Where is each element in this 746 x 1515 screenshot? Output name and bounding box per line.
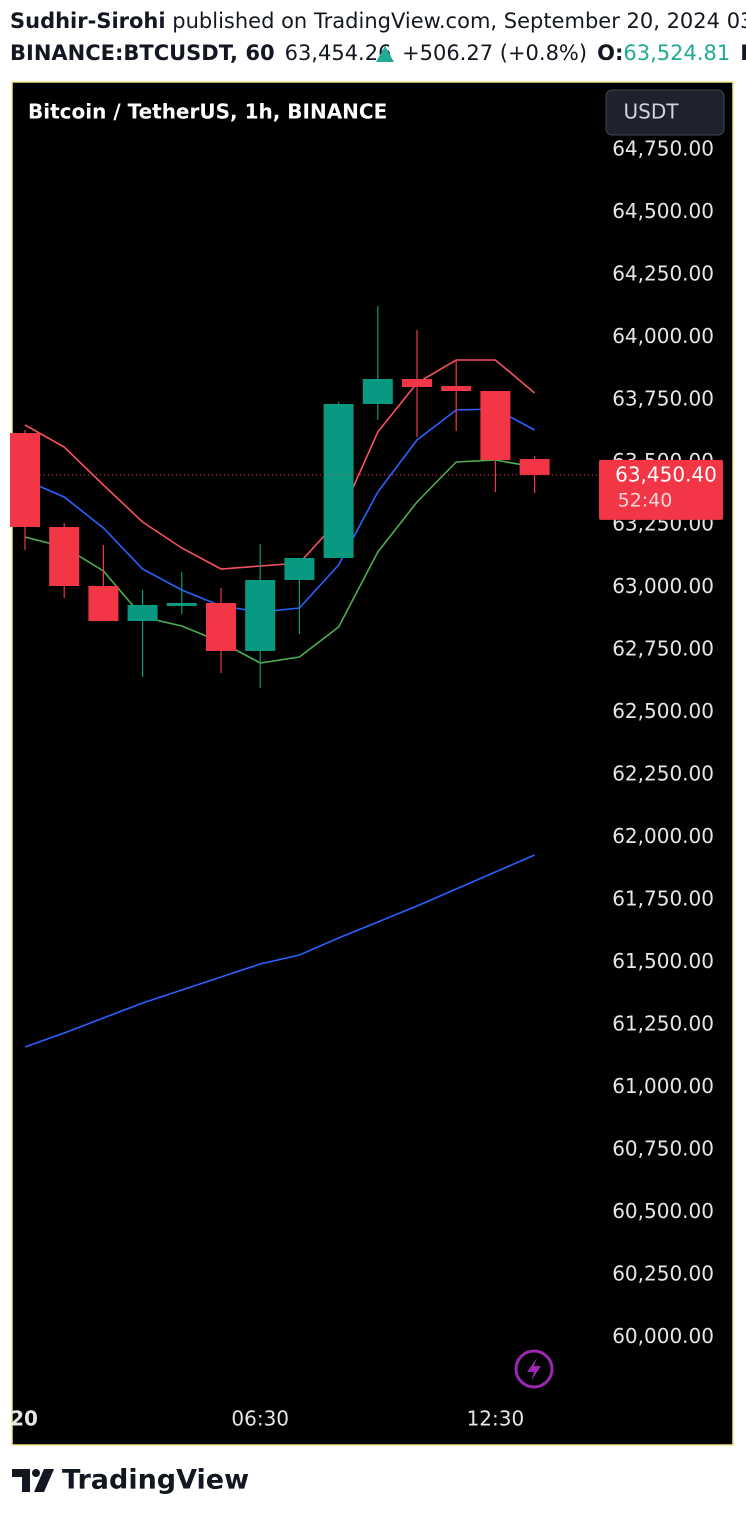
y-tick-label: 64,250.00 [612,262,714,286]
header-line-1: Sudhir-Sirohi published on TradingView.c… [10,9,746,33]
y-tick-label: 63,000.00 [612,574,714,598]
x-tick-label: 06:30 [231,1407,289,1431]
lightning-glyph [527,1358,541,1381]
candle-body [10,433,40,527]
y-tick-label: 61,750.00 [612,887,714,911]
y-tick-label: 64,750.00 [612,137,714,161]
high-key: H [740,41,746,65]
candle-body [245,580,276,651]
logo-mark-2 [32,1469,40,1477]
candle-body [206,603,236,651]
lightning-icon[interactable] [514,1349,554,1389]
candle-body [402,379,432,387]
y-tick-label: 62,000.00 [612,824,714,848]
logo-mark-1 [12,1469,30,1492]
y-tick-label: 62,750.00 [612,637,714,661]
chart-panel [11,81,734,1446]
currency[interactable]: USDT [624,100,680,124]
candle-body [519,459,550,475]
y-tick-label: 60,500.00 [612,1199,714,1223]
price-tag [599,459,723,520]
symbol: BINANCE:BTCUSDT, 60 [10,41,275,65]
y-tick-label: 63,750.00 [612,387,714,411]
change: +506.27 (+0.8%) [402,41,587,65]
candle-body [88,586,119,621]
y-tick-label: 64,000.00 [612,324,714,348]
plot: 60,000.00 60,250.00 60,500.00 60,750.00 61,0… [10,137,714,1431]
published: published on TradingView.com, September … [166,9,746,33]
indicator-line [24,359,536,570]
y-tick-label: 60,750.00 [612,1137,714,1161]
y-tick-label: 61,250.00 [612,1012,714,1036]
countdown: 52:40 [618,489,673,511]
y-tick-label: 60,000.00 [612,1324,714,1348]
chart-title: Bitcoin / TetherUS, 1h, BINANCE [28,100,387,124]
open-value: 63,524.81 [623,41,730,65]
author: Sudhir-Sirohi [10,9,166,33]
y-tick-label: 64,500.00 [612,199,714,223]
candle-body [323,404,354,558]
header-change: +506.27 (+0.8%) O:63,524.81 H [402,41,746,65]
candle-body [284,558,315,580]
up-arrow [376,46,394,62]
candle-body [166,603,197,606]
x-tick-label: 20 [10,1407,38,1431]
candle-body [362,379,393,404]
price-tag-label: 63,450.40 [615,462,717,486]
header-line-2: BINANCE:BTCUSDT, 60 63,454.26 [10,41,391,65]
open-key: O: [597,41,623,65]
y-tick-label: 62,500.00 [612,699,714,723]
logo-mark-3 [34,1469,54,1492]
y-tick-label: 62,250.00 [612,762,714,786]
y-tick-label: 61,500.00 [612,949,714,973]
candle-body [49,527,80,586]
x-tick-label: 12:30 [467,1407,525,1431]
brand: TradingView [62,1465,249,1496]
y-tick-label: 60,250.00 [612,1262,714,1286]
indicator-line [24,854,535,1048]
candle-body [127,605,158,621]
candle-body [441,386,472,391]
last: 63,454.26 [285,41,392,65]
currency-button[interactable] [605,89,725,136]
candle-body [480,391,511,460]
y-tick-label: 61,000.00 [612,1074,714,1098]
indicator-line [24,459,535,664]
indicator-line [24,408,535,613]
footer-logo: TradingView [12,1465,249,1496]
